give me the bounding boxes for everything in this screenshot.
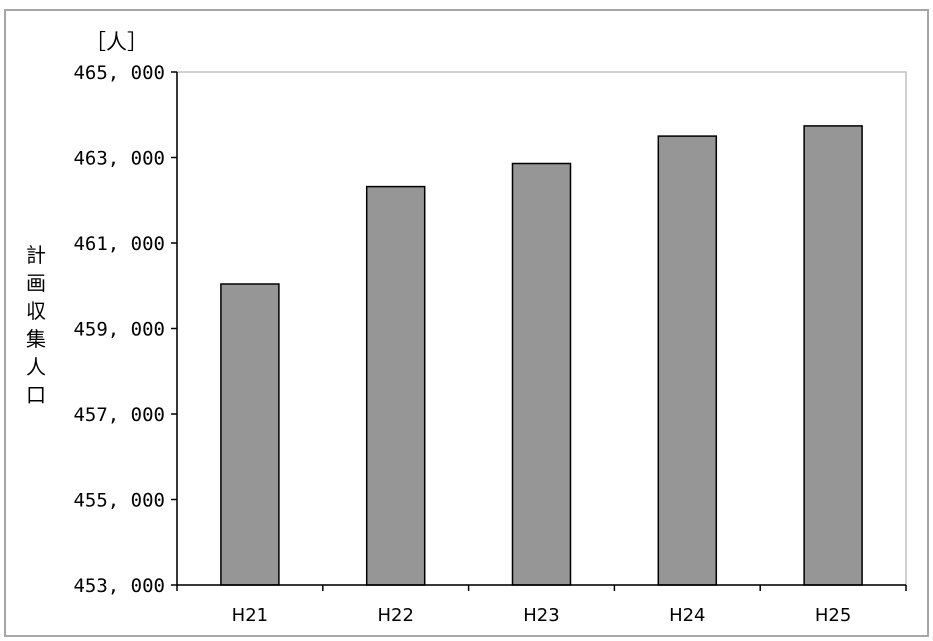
bar-h21	[220, 283, 280, 586]
y-tick-label: 461, 000	[73, 233, 165, 255]
y-tick-labels: 453, 000 455, 000 457, 000 459, 000 461, 000…	[73, 62, 165, 597]
bar-h24	[657, 135, 718, 586]
y-axis-title-char: 計	[26, 243, 46, 267]
y-tick-label: 465, 000	[73, 62, 165, 84]
bars-group	[220, 125, 863, 586]
y-tick-label: 455, 000	[73, 490, 165, 512]
y-tick-label: 457, 000	[73, 404, 165, 426]
x-tick-label: H25	[815, 605, 851, 626]
y-axis-title-char: 収	[26, 299, 46, 323]
bar-h25	[803, 125, 863, 586]
y-axis-title-char: 画	[26, 271, 46, 295]
x-tick-label: H24	[669, 605, 705, 626]
y-unit-label: ［人］	[85, 30, 148, 54]
y-tick-label: 459, 000	[73, 319, 165, 341]
y-axis-title-char: 集	[26, 327, 46, 351]
y-axis-title-char: 人	[26, 355, 46, 379]
x-tick-label: H23	[523, 605, 559, 626]
x-tick-label: H21	[232, 605, 268, 626]
x-tick-label: H22	[377, 605, 413, 626]
x-tick-labels: H21 H22 H23 H24 H25	[232, 605, 852, 626]
bar-h22	[365, 185, 426, 586]
bar-h23	[511, 162, 572, 586]
y-tick-label: 453, 000	[73, 575, 165, 597]
y-axis-title-char: 口	[26, 383, 46, 407]
y-tick-label: 463, 000	[73, 148, 165, 170]
axes-group	[171, 71, 907, 591]
